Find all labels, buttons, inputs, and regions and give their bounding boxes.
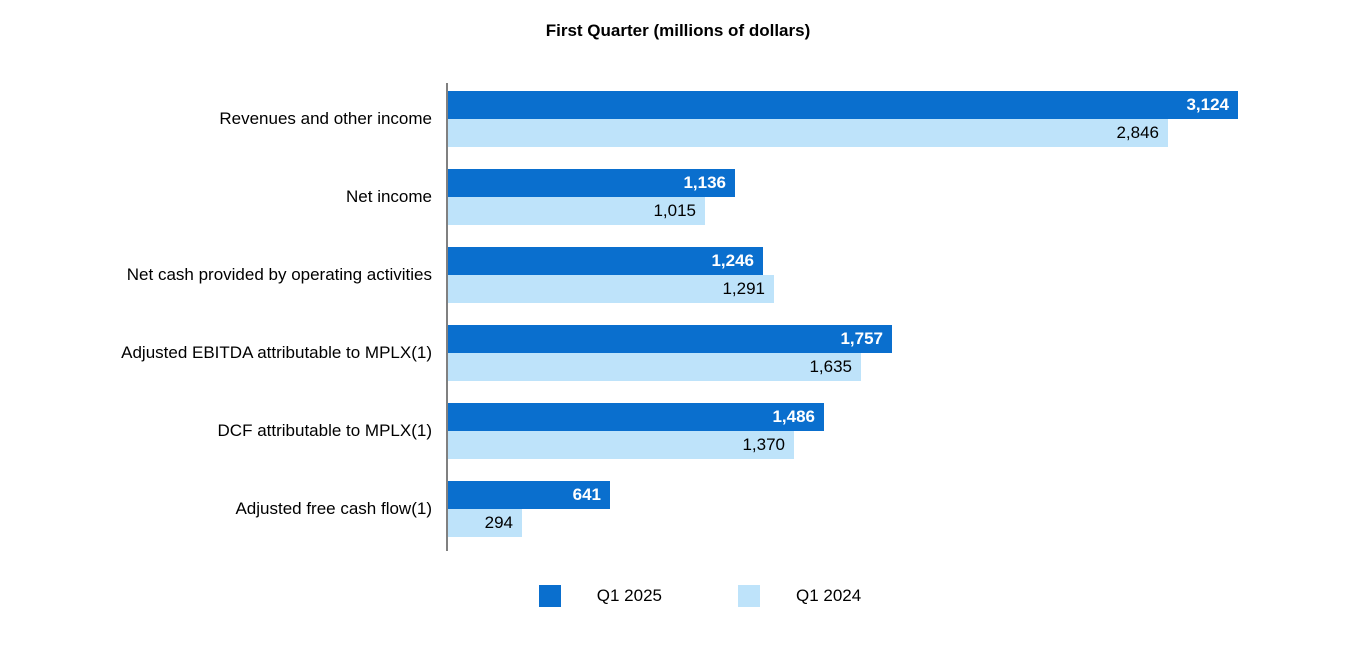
legend-swatch-q1-2024-icon — [738, 585, 760, 607]
bar-group: 1,136 1,015 — [448, 169, 735, 225]
value-label: 1,370 — [742, 435, 785, 454]
chart-row: Net income 1,136 1,015 — [0, 169, 1360, 225]
value-label: 1,291 — [722, 279, 765, 298]
bar-q1-2024: 2,846 — [448, 119, 1168, 147]
bar-q1-2025: 1,246 — [448, 247, 763, 275]
bar-group: 1,757 1,635 — [448, 325, 892, 381]
legend-swatch-q1-2025-icon — [538, 585, 561, 607]
value-label: 1,635 — [809, 357, 852, 376]
bar-q1-2024: 1,635 — [448, 353, 861, 381]
plot-area: Revenues and other income 3,124 2,846 Net i… — [0, 83, 1360, 551]
value-label: 1,136 — [683, 173, 726, 192]
bar-rows: Revenues and other income 3,124 2,846 Net i… — [0, 91, 1360, 559]
bar-group: 3,124 2,846 — [448, 91, 1238, 147]
category-label: Net cash provided by operating activitie… — [126, 265, 432, 284]
legend-label-q1-2024: Q1 2024 — [796, 586, 862, 605]
bar-group: 1,486 1,370 — [448, 403, 824, 459]
value-label: 1,246 — [711, 251, 754, 270]
bar-q1-2025: 1,757 — [448, 325, 892, 353]
y-axis-line — [446, 83, 448, 551]
value-label: 641 — [572, 485, 601, 504]
bar-q1-2024: 1,015 — [448, 197, 705, 225]
value-label: 2,846 — [1116, 123, 1159, 142]
bar-q1-2024: 1,291 — [448, 275, 774, 303]
chart-row: DCF attributable to MPLX(1) 1,486 1,370 — [0, 403, 1360, 459]
legend-item-q1-2025: Q1 2025 — [538, 585, 662, 607]
bar-group: 641 294 — [448, 481, 610, 537]
bar-q1-2025: 3,124 — [448, 91, 1238, 119]
bar-q1-2025: 1,136 — [448, 169, 735, 197]
value-label: 1,015 — [653, 201, 696, 220]
value-label: 1,757 — [840, 329, 883, 348]
chart-title: First Quarter (millions of dollars) — [545, 21, 811, 40]
legend-label-q1-2025: Q1 2025 — [596, 586, 662, 605]
legend-item-q1-2024: Q1 2024 — [738, 585, 861, 607]
category-label: DCF attributable to MPLX(1) — [217, 421, 432, 440]
category-label: Adjusted EBITDA attributable to MPLX(1) — [121, 343, 432, 362]
legend: Q1 2025 Q1 2024 — [20, 585, 1360, 607]
bar-q1-2025: 1,486 — [448, 403, 824, 431]
bar-q1-2024: 294 — [448, 509, 522, 537]
bar-q1-2025: 641 — [448, 481, 610, 509]
bar-q1-2024: 1,370 — [448, 431, 794, 459]
category-label: Adjusted free cash flow(1) — [235, 499, 432, 518]
category-label: Revenues and other income — [219, 109, 432, 128]
value-label: 294 — [484, 513, 513, 532]
chart-row: Net cash provided by operating activitie… — [0, 247, 1360, 303]
chart-row: Revenues and other income 3,124 2,846 — [0, 91, 1360, 147]
chart-row: Adjusted free cash flow(1) 641 294 — [0, 481, 1360, 537]
chart-row: Adjusted EBITDA attributable to MPLX(1) 1… — [0, 325, 1360, 381]
bar-group: 1,246 1,291 — [448, 247, 774, 303]
value-label: 1,486 — [772, 407, 815, 426]
value-label: 3,124 — [1186, 95, 1229, 114]
category-label: Net income — [346, 187, 432, 206]
